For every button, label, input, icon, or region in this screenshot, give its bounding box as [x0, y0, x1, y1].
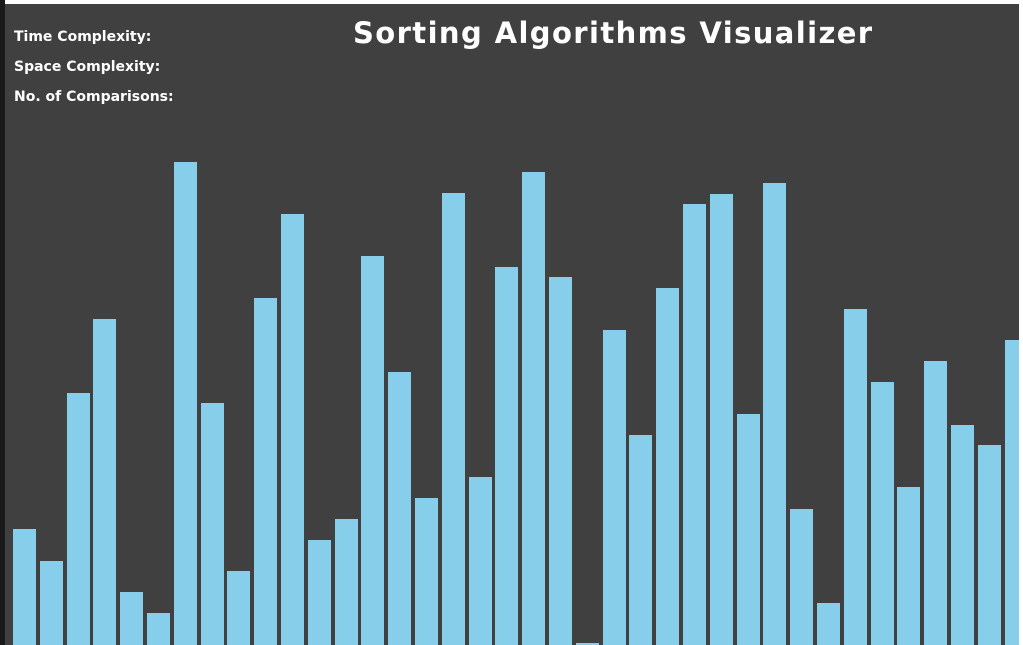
array-bar [843, 309, 867, 645]
array-bar [1004, 340, 1023, 645]
array-bar [709, 194, 733, 645]
array-bar [361, 256, 385, 645]
array-bar [870, 382, 894, 645]
array-bar [977, 445, 1001, 645]
array-bar [13, 529, 36, 645]
array-bar [897, 487, 921, 645]
array-bar [602, 330, 626, 645]
array-bar [656, 288, 680, 645]
comparisons-label: No. of Comparisons: [14, 89, 174, 105]
time-complexity-label: Time Complexity: [14, 29, 152, 45]
array-bar [173, 162, 197, 645]
array-bar [334, 519, 358, 645]
array-bar [736, 414, 760, 645]
array-bar [281, 214, 304, 645]
array-bar [924, 361, 948, 645]
window-left-border [0, 0, 5, 645]
array-bar [817, 603, 840, 645]
array-bar [951, 425, 974, 645]
space-complexity-label: Space Complexity: [14, 59, 161, 75]
array-bar [227, 571, 251, 645]
array-bar [147, 613, 170, 645]
array-bar [66, 393, 90, 645]
array-bar [254, 298, 278, 645]
array-bar [39, 561, 63, 645]
array-bar [683, 204, 706, 645]
array-bar [93, 319, 117, 645]
array-bar [522, 172, 546, 645]
array-bar [415, 498, 438, 645]
array-bar [629, 435, 653, 645]
array-bar [307, 540, 331, 645]
array-bar [790, 509, 814, 645]
window-top-border [0, 0, 1023, 4]
array-bar [763, 183, 787, 645]
array-bar [388, 372, 412, 645]
array-bar [549, 277, 572, 645]
array-bar [575, 643, 599, 645]
stats-panel: Time Complexity: Space Complexity: No. o… [14, 22, 334, 112]
page-title: Sorting Algorithms Visualizer [353, 16, 874, 50]
array-bar [468, 477, 492, 645]
window-right-border [1019, 0, 1023, 645]
array-bar [495, 267, 519, 645]
array-bar [441, 193, 465, 645]
array-bar [120, 592, 144, 645]
array-bar [200, 403, 224, 645]
